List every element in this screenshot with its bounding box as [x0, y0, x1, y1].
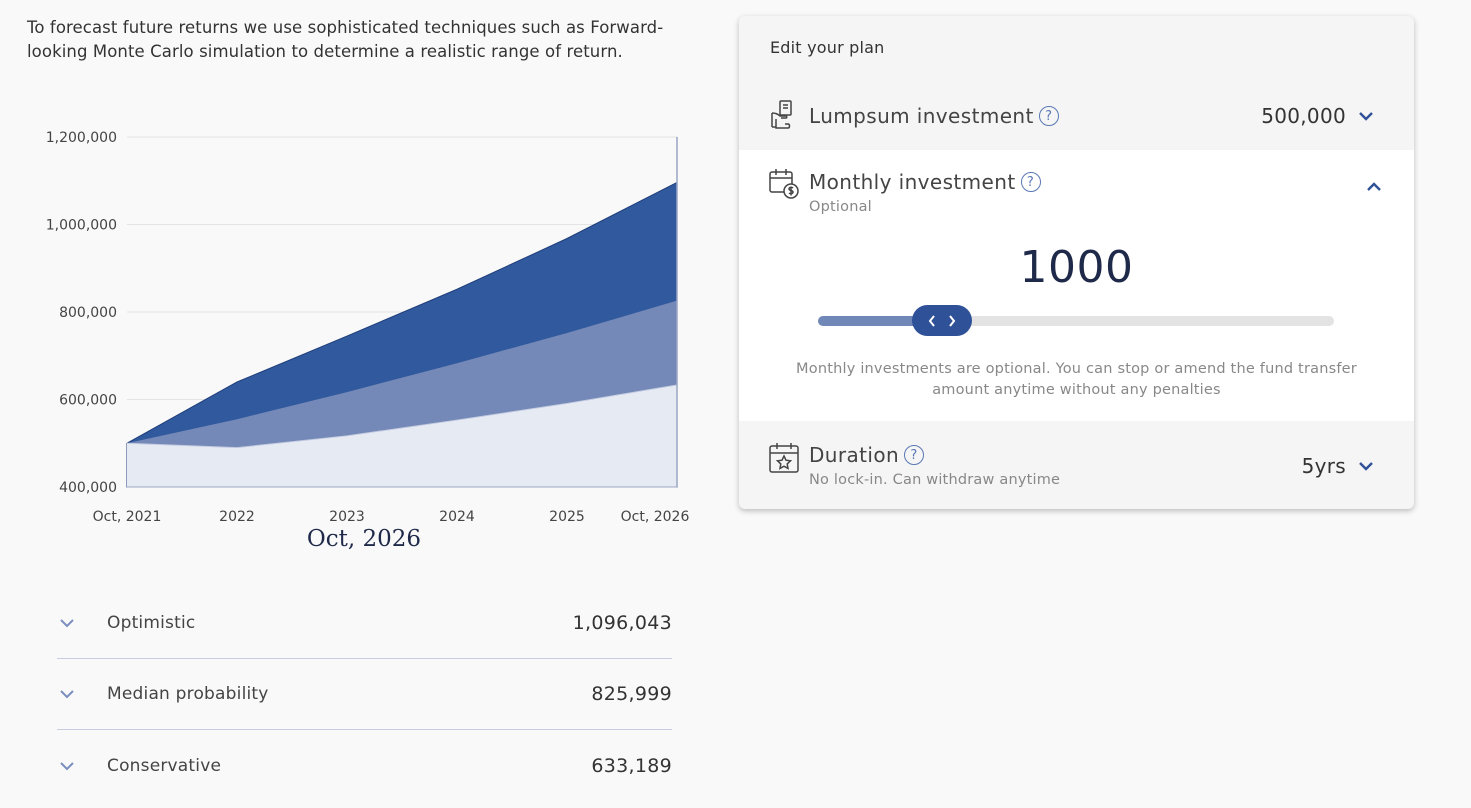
monthly-note: Monthly investments are optional. You ca… — [796, 361, 1357, 398]
monthly-slider-fill — [818, 316, 942, 326]
scenario-label: Median probability — [107, 684, 269, 704]
scenario-row-optimistic[interactable]: Optimistic 1,096,043 — [57, 588, 672, 659]
y-tick-label: 1,200,000 — [46, 130, 117, 146]
scenario-label: Optimistic — [107, 613, 196, 633]
duration-label-text: Duration — [809, 443, 900, 467]
x-tick-label: 2025 — [549, 509, 585, 525]
duration-row[interactable]: Duration ? No lock-in. Can withdraw anyt… — [739, 421, 1414, 509]
chevron-down-icon[interactable] — [57, 684, 77, 704]
lumpsum-amount: 500,000 — [1261, 104, 1346, 128]
y-tick-label: 600,000 — [59, 393, 117, 409]
monthly-row: Monthly investment ? Optional 1000 Month… — [739, 150, 1414, 421]
scenario-list: Optimistic 1,096,043 Median probability … — [57, 588, 672, 801]
line-conservative — [126, 384, 678, 449]
chevron-down-icon[interactable] — [1358, 111, 1374, 121]
selected-date-label: Oct, 2026 — [306, 526, 422, 552]
help-icon[interactable]: ? — [904, 445, 925, 465]
monthly-label-text: Monthly investment — [809, 170, 1016, 194]
x-tick-label: Oct, 2026 — [621, 509, 690, 525]
chevron-down-icon[interactable] — [57, 613, 77, 633]
y-tick-label: 800,000 — [59, 305, 117, 321]
duration-value[interactable]: 5yrs — [1302, 454, 1374, 478]
monthly-slider-track[interactable] — [818, 316, 1334, 326]
duration-amount: 5yrs — [1301, 454, 1346, 478]
chevron-left-icon — [928, 314, 935, 327]
panel-title: Edit your plan — [770, 38, 885, 57]
scenario-row-conservative[interactable]: Conservative 633,189 — [57, 730, 672, 801]
y-tick-label: 400,000 — [59, 480, 117, 496]
x-tick-label: Oct, 2021 — [93, 509, 162, 525]
lumpsum-label-text: Lumpsum investment — [809, 104, 1034, 128]
x-tick-label: 2024 — [439, 509, 475, 525]
money-bag-icon — [768, 99, 800, 131]
monthly-slider-handle[interactable] — [911, 305, 972, 336]
scenario-label: Conservative — [107, 755, 222, 776]
duration-sub: No lock-in. Can withdraw anytime — [809, 472, 1061, 488]
lumpsum-row[interactable]: Lumpsum investment ? 500,000 — [739, 84, 1414, 150]
x-tick-label: 2023 — [329, 509, 365, 525]
monthly-sub: Optional — [809, 199, 872, 215]
scenario-value: 1,096,043 — [572, 612, 672, 634]
chevron-down-icon[interactable] — [1358, 461, 1374, 471]
chevron-up-icon[interactable] — [1366, 182, 1382, 192]
calendar-star-icon — [768, 442, 800, 474]
calendar-dollar-icon — [768, 168, 800, 200]
x-tick-label: 2022 — [219, 509, 255, 525]
forecast-chart: 1,200,000 1,000,000 800,000 600,000 400,000 O… — [30, 120, 710, 530]
scenario-row-median[interactable]: Median probability 825,999 — [57, 659, 672, 730]
intro-text: To forecast future returns we use sophis… — [27, 18, 664, 61]
scenario-value: 825,999 — [591, 683, 672, 705]
scenario-value: 633,189 — [591, 754, 672, 777]
forecast-chart-svg: 1,200,000 1,000,000 800,000 600,000 400,000 O… — [46, 130, 690, 525]
monthly-label: Monthly investment ? — [809, 170, 1041, 194]
chevron-down-icon[interactable] — [57, 756, 77, 776]
help-icon[interactable]: ? — [1020, 172, 1041, 192]
y-tick-label: 1,000,000 — [46, 218, 117, 234]
area-conservative — [127, 384, 677, 487]
help-icon[interactable]: ? — [1038, 106, 1059, 126]
lumpsum-value[interactable]: 500,000 — [1261, 104, 1374, 128]
duration-label: Duration ? — [809, 443, 925, 467]
collapse-monthly[interactable] — [1366, 182, 1382, 192]
lumpsum-label: Lumpsum investment ? — [809, 104, 1059, 128]
monthly-amount[interactable]: 1000 — [1019, 242, 1134, 293]
edit-plan-panel: Edit your plan Lumpsum investment ? 500,… — [739, 16, 1414, 509]
chevron-right-icon — [949, 314, 956, 327]
